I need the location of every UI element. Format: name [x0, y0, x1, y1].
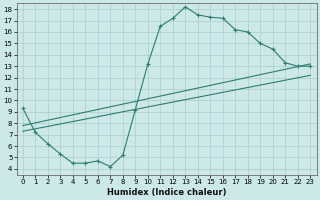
X-axis label: Humidex (Indice chaleur): Humidex (Indice chaleur): [107, 188, 226, 197]
